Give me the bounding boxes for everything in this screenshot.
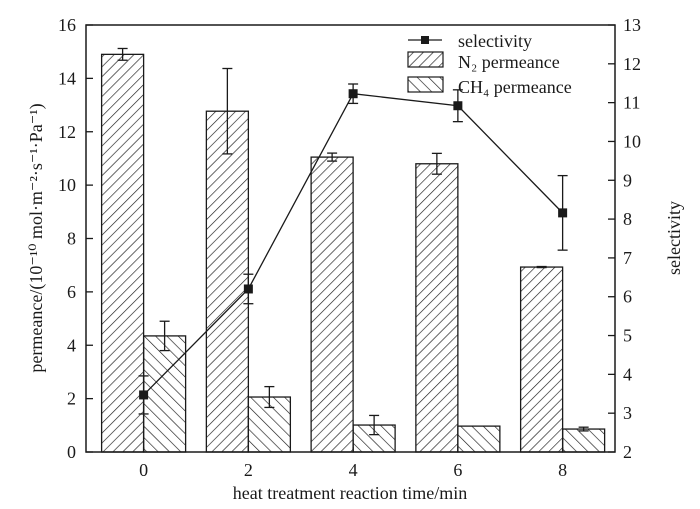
n2-bar bbox=[415, 163, 459, 453]
x-tick-label: 6 bbox=[453, 460, 462, 480]
ch4-bar bbox=[142, 335, 187, 453]
y-tick-label: 8 bbox=[67, 229, 76, 249]
y2-tick-label: 4 bbox=[623, 364, 632, 384]
y2-tick-label: 3 bbox=[623, 403, 632, 423]
y-tick-label: 0 bbox=[67, 442, 76, 462]
y-tick-label: 12 bbox=[58, 122, 76, 142]
y2-tick-label: 13 bbox=[623, 15, 641, 35]
y2-tick-label: 7 bbox=[623, 248, 632, 268]
n2-bar bbox=[205, 110, 250, 453]
plot-marks bbox=[100, 47, 606, 453]
n2-bar bbox=[310, 156, 354, 453]
selectivity-point bbox=[139, 390, 149, 400]
y-tick-label: 16 bbox=[58, 15, 76, 35]
y2-tick-label: 6 bbox=[623, 287, 632, 307]
y-tick-label: 14 bbox=[58, 68, 76, 88]
x-tick-label: 4 bbox=[349, 460, 358, 480]
y2-axis-label: selectivity bbox=[664, 201, 684, 275]
y2-tick-label: 5 bbox=[623, 326, 632, 346]
y-tick-label: 4 bbox=[67, 335, 76, 355]
x-tick-label: 2 bbox=[244, 460, 253, 480]
selectivity-point bbox=[243, 284, 253, 294]
x-tick-label: 8 bbox=[558, 460, 567, 480]
legend-ch4-swatch-icon bbox=[407, 76, 444, 93]
legend-n2-label: N₂ permeance bbox=[458, 52, 560, 72]
n2-bar bbox=[519, 266, 564, 453]
n2-bar bbox=[100, 53, 145, 453]
legend-ch4-label: CH₄ permeance bbox=[458, 77, 572, 97]
legend-selectivity-label: selectivity bbox=[458, 31, 532, 51]
y2-tick-label: 2 bbox=[623, 442, 632, 462]
axis-ticks: 0 2 4 6 8 10 12 14 16 2 3 4 5 6 7 8 9 10 11 12 13 0 2 4 6 8 bbox=[58, 15, 641, 480]
legend-n2-swatch-icon bbox=[407, 51, 444, 68]
legend: selectivity N₂ permeance CH₄ permeance bbox=[407, 31, 572, 97]
selectivity-point bbox=[453, 101, 463, 111]
legend-selectivity-marker-icon bbox=[421, 36, 429, 44]
y2-tick-label: 9 bbox=[623, 170, 632, 190]
y-tick-label: 10 bbox=[58, 175, 76, 195]
x-axis-label: heat treatment reaction time/min bbox=[233, 483, 467, 503]
y-tick-label: 2 bbox=[67, 389, 76, 409]
y2-tick-label: 10 bbox=[623, 131, 641, 151]
y-tick-label: 6 bbox=[67, 282, 76, 302]
y2-tick-label: 8 bbox=[623, 209, 632, 229]
y2-tick-label: 12 bbox=[623, 54, 641, 74]
ch4-bar bbox=[561, 428, 606, 453]
y2-tick-label: 11 bbox=[623, 93, 640, 113]
ch4-bar bbox=[457, 425, 501, 453]
selectivity-point bbox=[558, 208, 568, 218]
selectivity-point bbox=[348, 89, 358, 99]
y-axis-label: permeance/(10⁻¹⁰ mol·m⁻²·s⁻¹·Pa⁻¹) bbox=[26, 103, 47, 372]
x-tick-label: 0 bbox=[139, 460, 148, 480]
